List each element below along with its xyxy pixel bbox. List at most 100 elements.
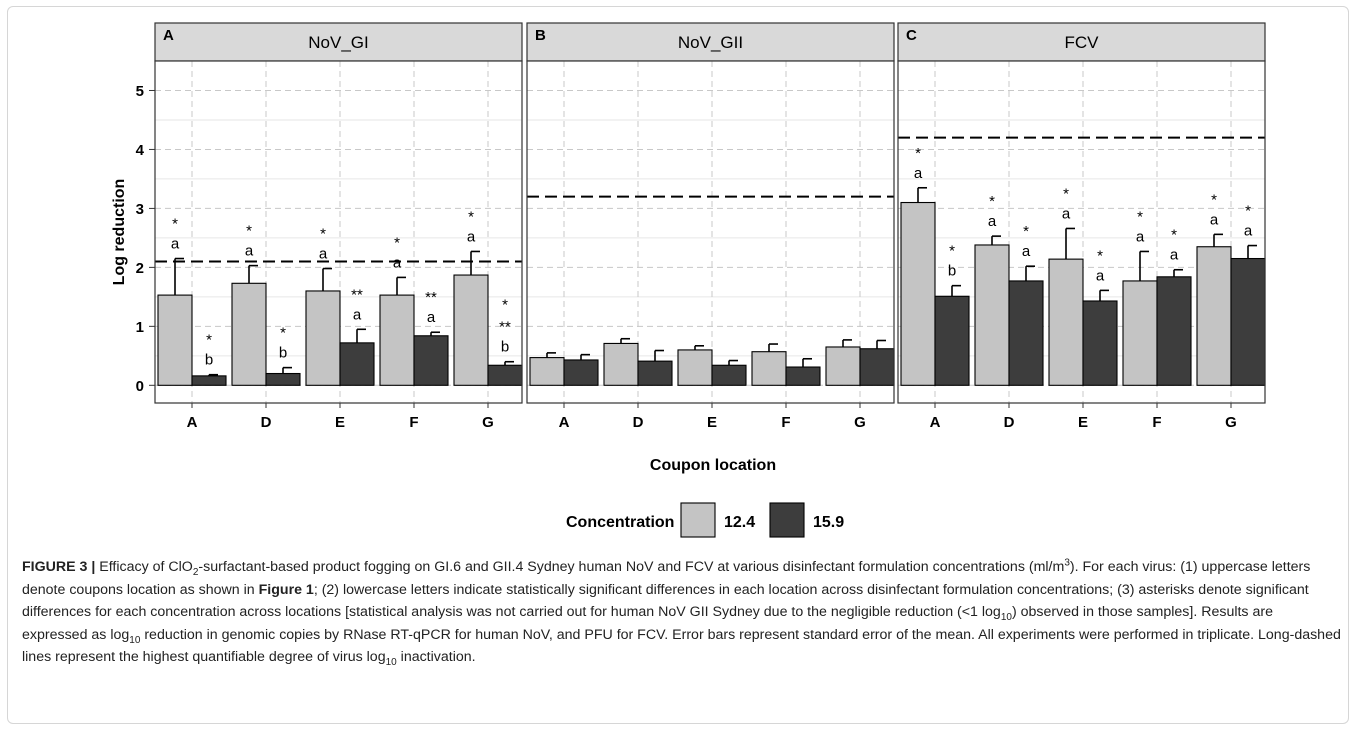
significance-asterisk: *: [1023, 223, 1029, 240]
significance-asterisk: *: [280, 325, 286, 342]
significance-letter: a: [319, 246, 328, 263]
significance-letter: a: [245, 243, 254, 260]
x-tick-label: D: [261, 414, 272, 431]
caption-subscript: 10: [129, 634, 141, 646]
caption-superscript: 3: [1064, 557, 1070, 569]
bar: [974, 244, 1010, 386]
x-tick-label: A: [930, 414, 941, 431]
significance-letter: a: [1096, 267, 1105, 284]
x-tick-label: G: [854, 414, 866, 431]
x-tick-label: G: [482, 414, 494, 431]
significance-asterisk: *: [1245, 203, 1251, 220]
caption-text: -surfactant-based product fogging on GI.…: [198, 559, 1065, 575]
figure-frame: [7, 6, 1349, 724]
panel-title: NoV_GI: [308, 33, 368, 52]
panel-nov_gii: B NoV_GII A D E F G: [526, 22, 895, 431]
panel-letter: A: [163, 27, 174, 44]
bar: [339, 342, 375, 386]
y-axis-title: Log reduction: [111, 179, 128, 286]
significance-asterisk: **: [425, 289, 437, 306]
significance-letter: a: [988, 213, 997, 230]
panel-nov_gi: A NoV_GI*a*a*a*a*a*b*b**a**a***bA D E F G: [154, 22, 523, 431]
bar: [900, 201, 936, 386]
bar-chart: Log reduction 0 1 2 3 4 5 A NoV_GI * a * a * a * a * a * b * b…: [111, 22, 1266, 538]
significance-letter: a: [1210, 211, 1219, 228]
significance-asterisk: *: [1097, 247, 1103, 264]
panel-strip: [154, 22, 523, 62]
legend-label: 12.4: [724, 514, 755, 531]
significance-asterisk: *: [1171, 227, 1177, 244]
bar: [453, 274, 489, 386]
caption-figure-reference[interactable]: Figure 1: [258, 581, 314, 598]
significance-letter: a: [427, 309, 436, 326]
significance-letter: a: [467, 228, 476, 245]
x-tick-label: D: [1004, 414, 1015, 431]
bar: [637, 360, 673, 386]
caption-subscript: 2: [192, 566, 199, 578]
bar: [231, 282, 267, 386]
y-tick-label: 3: [136, 201, 144, 218]
bar: [563, 359, 599, 386]
significance-asterisk: *: [1063, 185, 1069, 202]
panel-border: [526, 60, 895, 404]
panel-fcv: C FCV * a * a * a * a * a * b * a * a * a * a A D E F G: [897, 22, 1266, 431]
y-tick-label: 5: [136, 83, 144, 100]
bar: [934, 295, 970, 386]
y-tick-label: 1: [136, 319, 144, 336]
significance-asterisk: **: [499, 319, 511, 336]
caption-subscript: 10: [1000, 611, 1012, 623]
x-tick-label: F: [409, 414, 418, 431]
legend-title: Concentration: [566, 514, 674, 531]
significance-asterisk: *: [468, 208, 474, 225]
significance-letter: a: [1244, 223, 1253, 240]
bar: [1008, 280, 1044, 386]
panel-letter: B: [535, 27, 546, 44]
panel-border: [154, 60, 523, 404]
legend-swatch: [769, 502, 805, 538]
bar: [1122, 280, 1158, 386]
panel-strip: [897, 22, 1266, 62]
x-tick-label: F: [781, 414, 790, 431]
significance-asterisk: *: [1137, 208, 1143, 225]
y-tick-label: 2: [136, 260, 144, 277]
x-axis-title: Coupon location: [650, 457, 776, 474]
y-tick-label: 4: [136, 142, 145, 159]
x-tick-label: G: [1225, 414, 1237, 431]
significance-letter: a: [1062, 205, 1071, 222]
bar: [825, 346, 861, 386]
bar: [785, 366, 821, 386]
panel-title: FCV: [1065, 33, 1100, 52]
caption-text: ). For each virus: (1) uppercase letters…: [22, 559, 1311, 598]
x-tick-label: A: [559, 414, 570, 431]
panel-letter: C: [906, 27, 917, 44]
panel-background: [527, 61, 894, 403]
bar: [859, 348, 895, 386]
significance-letter: b: [205, 352, 213, 369]
bar: [751, 351, 787, 386]
significance-asterisk: **: [351, 286, 363, 303]
bar: [379, 294, 415, 386]
bar: [265, 372, 301, 386]
bar: [1048, 258, 1084, 386]
caption-text: Efficacy of ClO: [95, 559, 193, 575]
x-tick-label: E: [707, 414, 717, 431]
significance-letter: b: [279, 345, 287, 362]
significance-letter: a: [353, 306, 362, 323]
bar: [1082, 300, 1118, 386]
significance-letter: a: [1170, 247, 1179, 264]
x-tick-label: E: [1078, 414, 1088, 431]
bar: [157, 294, 193, 386]
bar: [529, 357, 565, 386]
bar: [191, 375, 227, 386]
significance-asterisk: *: [949, 243, 955, 260]
significance-asterisk: *: [320, 226, 326, 243]
caption-text: reduction in genomic copies by RNase RT-…: [22, 626, 1341, 666]
significance-asterisk: *: [172, 216, 178, 233]
caption-text: inactivation.: [396, 649, 476, 665]
x-tick-label: F: [1152, 414, 1161, 431]
legend: Concentration 12.4 15.9: [566, 502, 844, 538]
caption-label: FIGURE 3 |: [22, 559, 96, 575]
significance-letter: a: [1136, 228, 1145, 245]
significance-asterisk: *: [502, 297, 508, 314]
legend-label: 15.9: [813, 514, 844, 531]
